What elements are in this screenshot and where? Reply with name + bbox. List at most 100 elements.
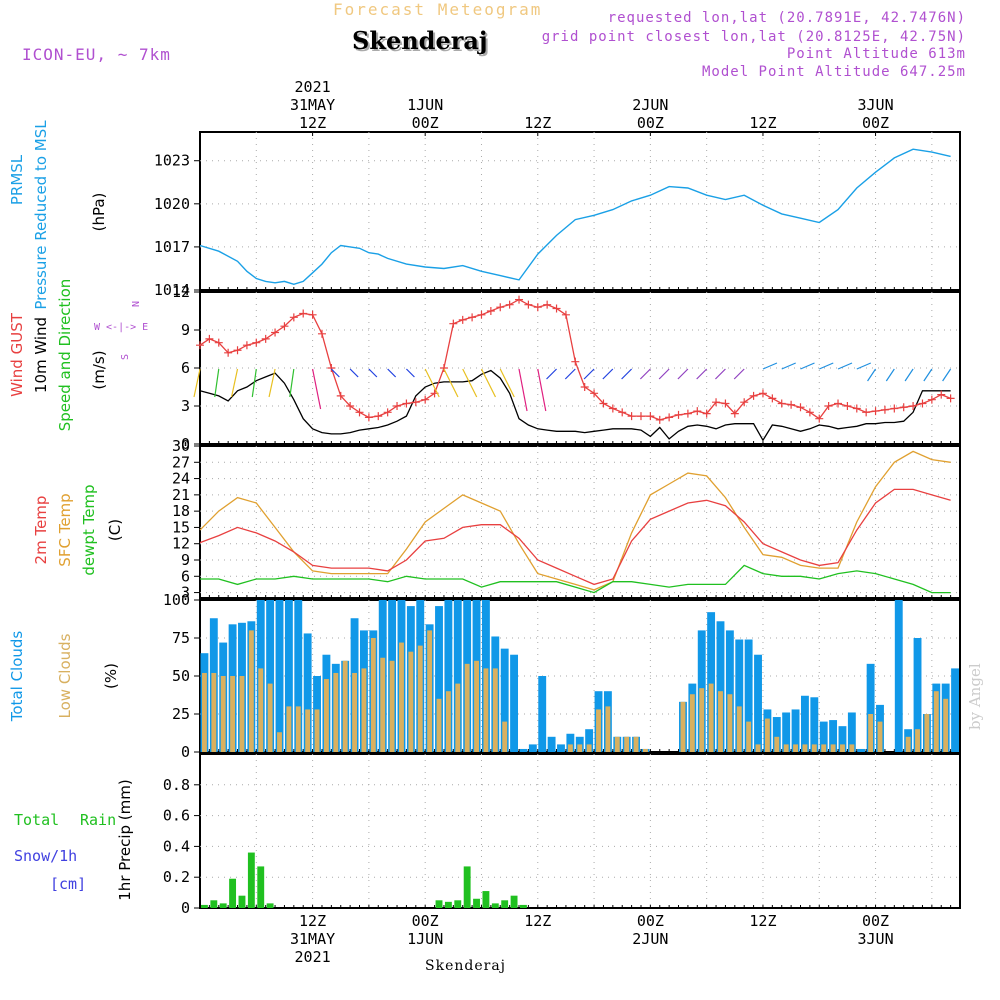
y-tick-label: 3 [181, 584, 190, 602]
bottom-time-label: 12Z [299, 912, 326, 930]
total-cloud-bar [838, 726, 847, 752]
info-line-1: requested lon,lat (20.7891E, 42.7476N) [607, 10, 966, 26]
gust-marker [205, 334, 214, 343]
total-cloud-bar [275, 600, 284, 752]
wind-direction-arrow [462, 368, 478, 398]
wind-direction-arrow [733, 368, 745, 380]
gust-marker [336, 391, 345, 400]
low-cloud-bar [849, 744, 855, 752]
low-cloud-bar [718, 691, 723, 752]
total-cloud-bar [284, 600, 293, 752]
low-cloud-bar [633, 736, 639, 752]
low-cloud-bar [230, 676, 236, 752]
gust-marker [899, 403, 908, 412]
low-cloud-bar [642, 748, 648, 752]
wind-direction-arrow [800, 362, 815, 370]
low-cloud-bar [802, 744, 808, 752]
temp-2m-line [199, 488, 951, 586]
top-time-label: 1JUN [407, 96, 443, 114]
gust-marker [937, 390, 946, 399]
bottom-time-label: 1JUN [407, 930, 443, 948]
gust-marker [289, 313, 298, 322]
gust-marker [599, 399, 608, 408]
y-tick-label: 1014 [154, 281, 190, 299]
gust-marker [196, 341, 204, 350]
compass-north: N [129, 301, 140, 307]
y-tick-label: 0 [181, 899, 190, 917]
gust-marker [768, 394, 777, 403]
gust-marker [477, 310, 486, 319]
total-cloud-bar [707, 612, 716, 752]
total-cloud-bar [444, 600, 453, 752]
wind-direction-arrow [904, 368, 914, 382]
pressure-unit-label: (hPa) [90, 193, 108, 232]
total-cloud-bar [754, 654, 762, 752]
low-cloud-bar [370, 638, 376, 752]
gust-marker [702, 409, 711, 418]
y-tick-label: 0.2 [163, 868, 190, 886]
y-tick-label: 6 [181, 359, 190, 377]
gust-marker [580, 383, 589, 391]
prmsl-label: PRMSL [8, 154, 26, 205]
low-cloud-bar [821, 744, 827, 752]
total-cloud-bar [735, 639, 744, 752]
low-cloud-bar [361, 668, 367, 752]
gust-marker [411, 398, 420, 407]
rain-bar [444, 901, 452, 908]
y-tick-label: 0.8 [163, 776, 190, 794]
rain-bar [210, 900, 218, 908]
y-tick-label: 6 [181, 567, 190, 585]
gust-marker [909, 402, 918, 410]
low-cloud-bar [755, 744, 761, 752]
total-cloud-bar [510, 654, 519, 752]
total-cloud-bar [557, 744, 565, 752]
y-tick-label: 0.6 [163, 807, 190, 825]
wind-direction-arrow [424, 368, 440, 398]
wind-direction-arrow [639, 368, 651, 380]
gust-marker [730, 409, 739, 418]
wind-direction-arrow [837, 362, 853, 370]
top-time-label: 12Z [749, 114, 776, 132]
total-cloud-bar [725, 630, 734, 752]
total-cloud-bar [744, 639, 753, 752]
y-tick-label: 21 [172, 486, 190, 504]
low-cloud-bar [427, 630, 433, 752]
wind-direction-arrow [214, 368, 220, 398]
total-cloud-bar [951, 668, 959, 752]
top-time-label: 12Z [299, 114, 326, 132]
y-tick-label: 24 [172, 470, 190, 488]
wind-direction-arrow [499, 368, 515, 398]
y-tick-label: 75 [172, 629, 190, 647]
gust-marker [674, 410, 683, 419]
low-cloud-bar [924, 714, 930, 752]
gust-marker [271, 328, 280, 337]
gust-marker [712, 398, 721, 407]
gust-marker [749, 391, 758, 400]
total-cloud-bar [585, 729, 594, 752]
bottom-time-label: 2021 [295, 948, 331, 966]
gust-marker [777, 399, 786, 408]
total-cloud-bar [716, 621, 725, 752]
gust-marker [383, 408, 392, 417]
total-cloud-bar [894, 600, 903, 752]
low-cloud-bar [596, 709, 601, 752]
gust-marker [796, 403, 805, 412]
wind-direction-arrow [942, 368, 952, 382]
top-time-label: 12Z [524, 114, 551, 132]
gust-marker [280, 322, 289, 331]
gust-marker [496, 303, 505, 312]
wind-gust-label: Wind GUST [8, 312, 26, 397]
wind-direction-arrow [923, 368, 933, 382]
precip-unit-label: 1hr Precip (mm) [116, 779, 134, 900]
gust-marker [505, 300, 514, 309]
wind-direction-arrow [349, 368, 359, 378]
y-tick-label: 100 [163, 591, 190, 609]
total-cloud-bar [500, 648, 509, 752]
top-time-label: 31MAY [290, 96, 335, 114]
low-cloud-bar [811, 744, 817, 752]
rain-bar [201, 904, 208, 908]
gust-marker [533, 303, 542, 312]
gust-marker [421, 395, 430, 404]
total-cloud-bar [857, 748, 866, 752]
low-cloud-bar [915, 729, 920, 752]
